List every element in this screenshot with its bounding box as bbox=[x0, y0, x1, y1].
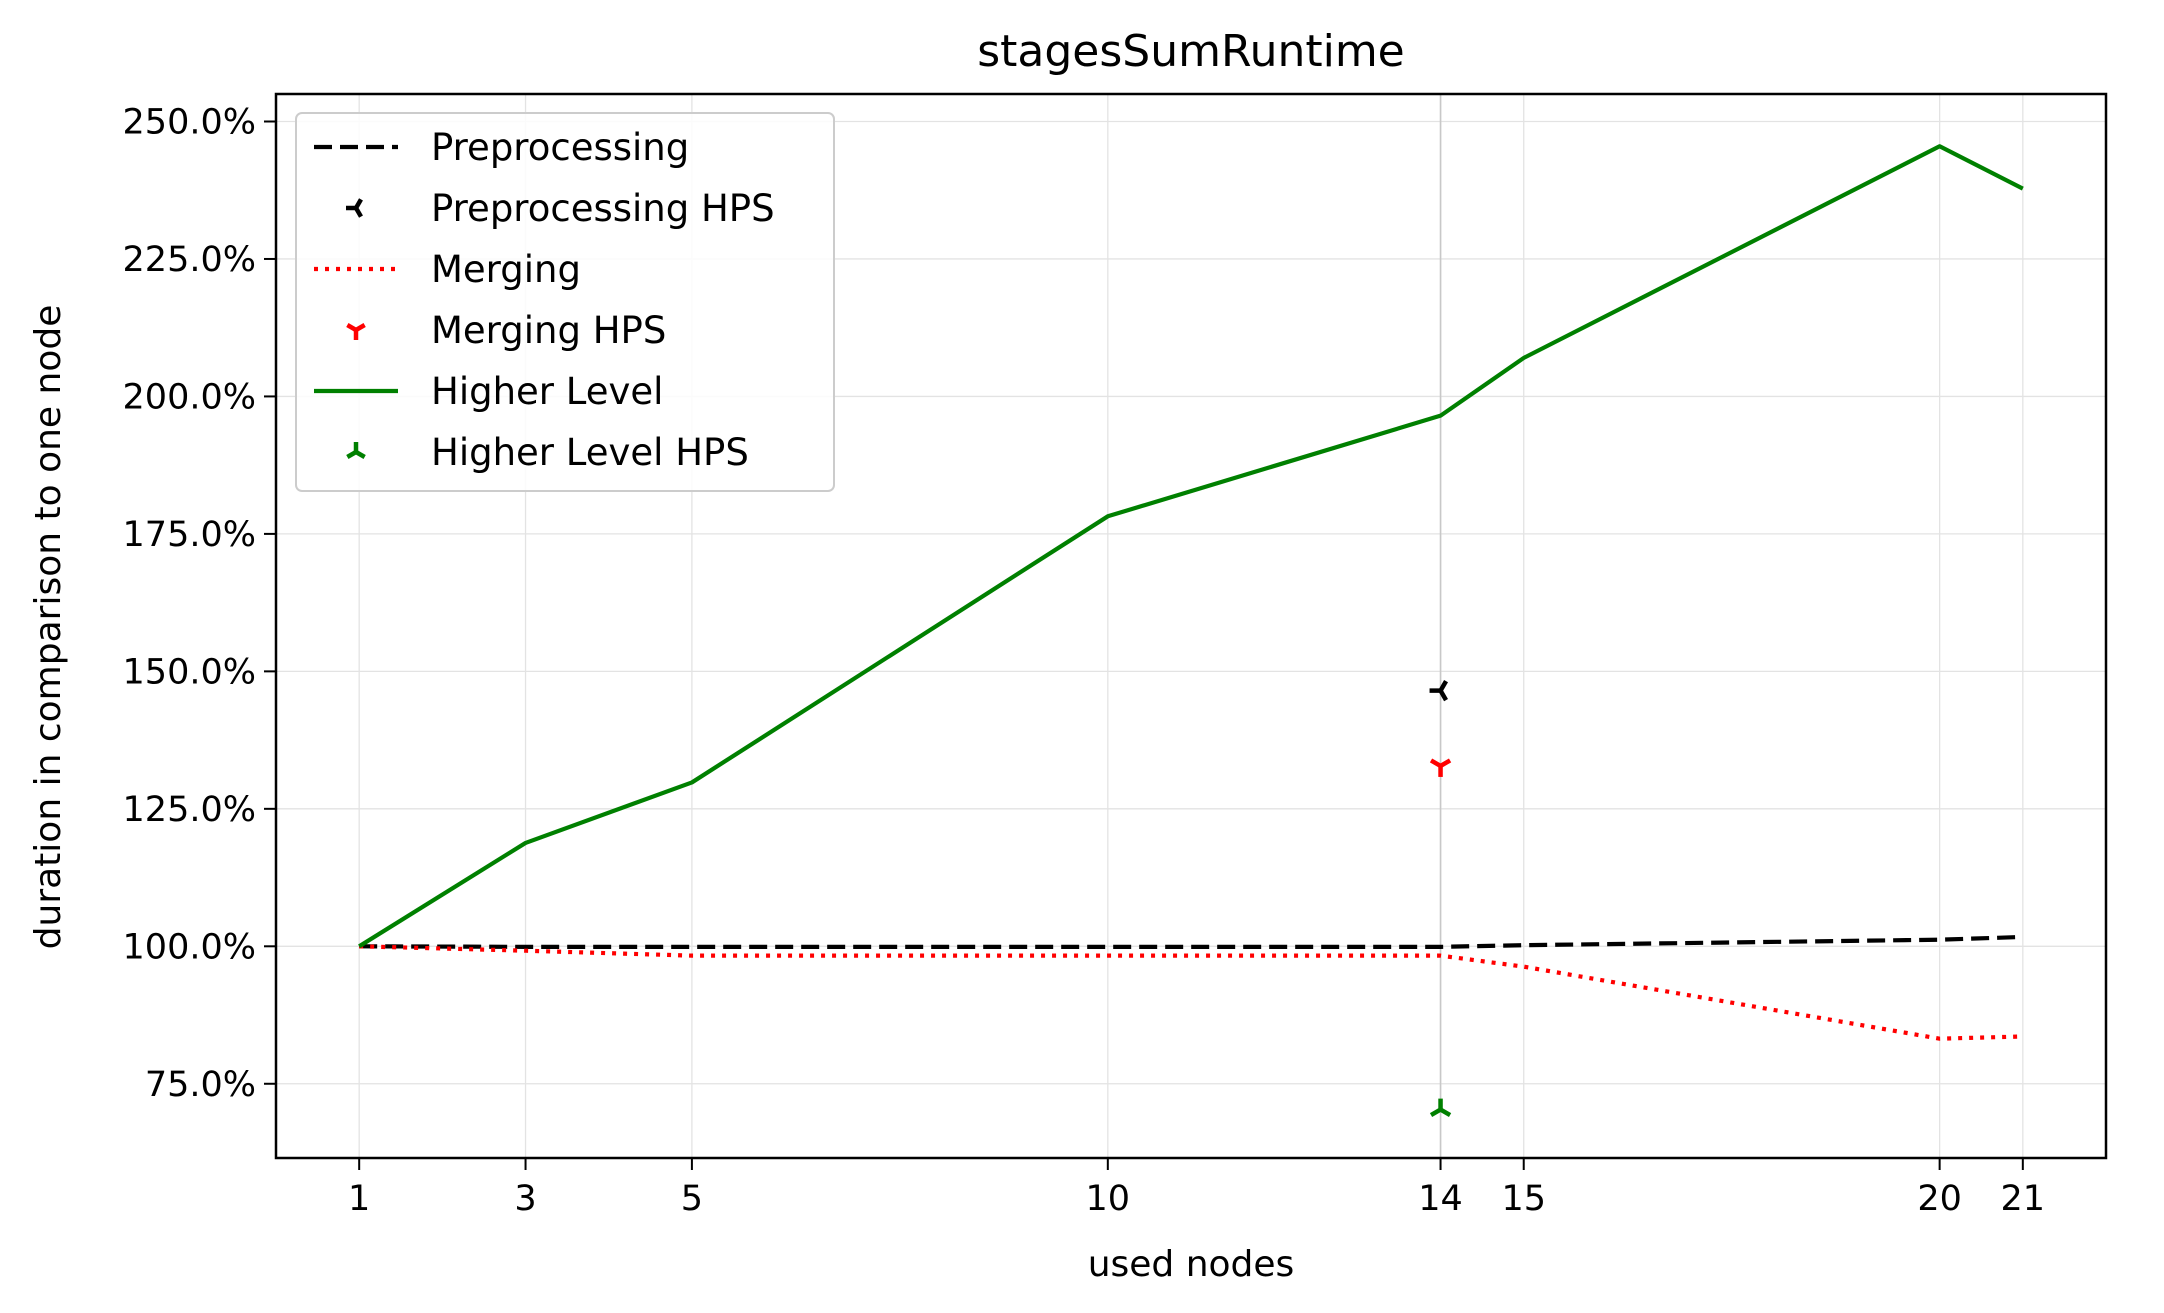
data-point-higher-level-hps bbox=[1429, 1098, 1452, 1118]
legend-swatch-higher-level-hps bbox=[346, 442, 366, 459]
plot-frame bbox=[274, 92, 2108, 1160]
legend-swatch-preprocessing-hps bbox=[346, 198, 363, 218]
chart-title: stagesSumRuntime bbox=[977, 26, 1405, 77]
legend-label-merging-hps: Merging HPS bbox=[431, 309, 666, 352]
legend-box bbox=[295, 112, 835, 492]
x-tick-label: 20 bbox=[1917, 1179, 1962, 1219]
y-tick-label: 75.0% bbox=[145, 1065, 256, 1105]
x-axis-ticks: 1 3 5 10 14 15 20 21 bbox=[348, 1158, 2045, 1219]
legend-swatch-merging-hps bbox=[346, 323, 366, 340]
x-axis-label: used nodes bbox=[1088, 1244, 1295, 1285]
y-tick-label: 225.0% bbox=[123, 240, 256, 280]
legend: Preprocessing Preprocessing HPS Merging Mer… bbox=[295, 112, 835, 492]
x-tick-label: 1 bbox=[348, 1179, 370, 1219]
x-tick-label: 15 bbox=[1501, 1179, 1546, 1219]
legend-label-merging: Merging bbox=[431, 248, 581, 291]
x-tick-label: 14 bbox=[1418, 1179, 1463, 1219]
y-tick-label: 250.0% bbox=[123, 102, 256, 142]
data-point-merging-hps bbox=[1429, 758, 1452, 777]
y-tick-label: 175.0% bbox=[123, 515, 256, 555]
y-axis-ticks: 75.0% 100.0% 125.0% 150.0% 175.0% 200.0% 225.0… bbox=[123, 102, 276, 1105]
y-tick-label: 125.0% bbox=[123, 790, 256, 830]
legend-label-higher-level: Higher Level bbox=[431, 370, 663, 413]
legend-label-higher-level-hps: Higher Level HPS bbox=[431, 431, 749, 474]
y-tick-label: 200.0% bbox=[123, 377, 256, 417]
series-layer bbox=[358, 144, 2024, 1118]
x-tick-label: 5 bbox=[681, 1179, 703, 1219]
x-tick-label: 21 bbox=[2001, 1179, 2046, 1219]
x-tick-label: 10 bbox=[1086, 1179, 1131, 1219]
y-tick-label: 100.0% bbox=[123, 927, 256, 967]
legend-label-preprocessing-hps: Preprocessing HPS bbox=[431, 187, 775, 230]
series-line-preprocessing bbox=[359, 934, 2023, 949]
series-line-higher-level bbox=[358, 144, 2024, 949]
legend-label-preprocessing: Preprocessing bbox=[431, 126, 689, 169]
series-line-merging bbox=[359, 944, 2023, 1041]
data-point-preprocessing-hps bbox=[1429, 679, 1448, 702]
x-tick-label: 3 bbox=[514, 1179, 536, 1219]
y-tick-label: 150.0% bbox=[123, 652, 256, 692]
y-axis-label: duration in comparison to one node bbox=[28, 305, 69, 950]
